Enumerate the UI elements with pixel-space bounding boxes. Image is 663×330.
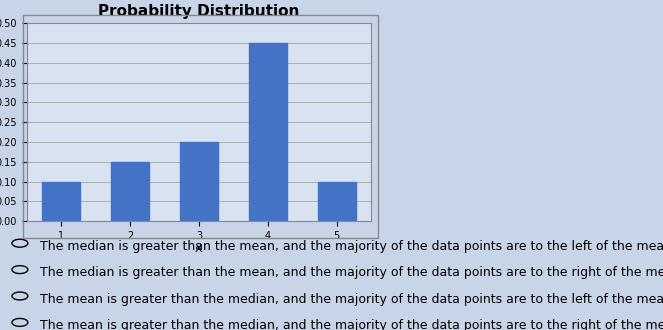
Bar xyxy=(180,142,218,221)
Text: The mean is greater than the median, and the majority of the data points are to : The mean is greater than the median, and… xyxy=(40,319,663,330)
Text: The median is greater than the mean, and the majority of the data points are to : The median is greater than the mean, and… xyxy=(40,266,663,279)
Text: The mean is greater than the median, and the majority of the data points are to : The mean is greater than the median, and… xyxy=(40,293,663,306)
Text: The median is greater than the mean, and the majority of the data points are to : The median is greater than the mean, and… xyxy=(40,240,663,253)
Bar xyxy=(42,182,80,221)
Title: Probability Distribution: Probability Distribution xyxy=(98,4,300,19)
X-axis label: X: X xyxy=(195,244,203,253)
Bar xyxy=(249,43,286,221)
Bar xyxy=(111,162,149,221)
Bar xyxy=(318,182,355,221)
